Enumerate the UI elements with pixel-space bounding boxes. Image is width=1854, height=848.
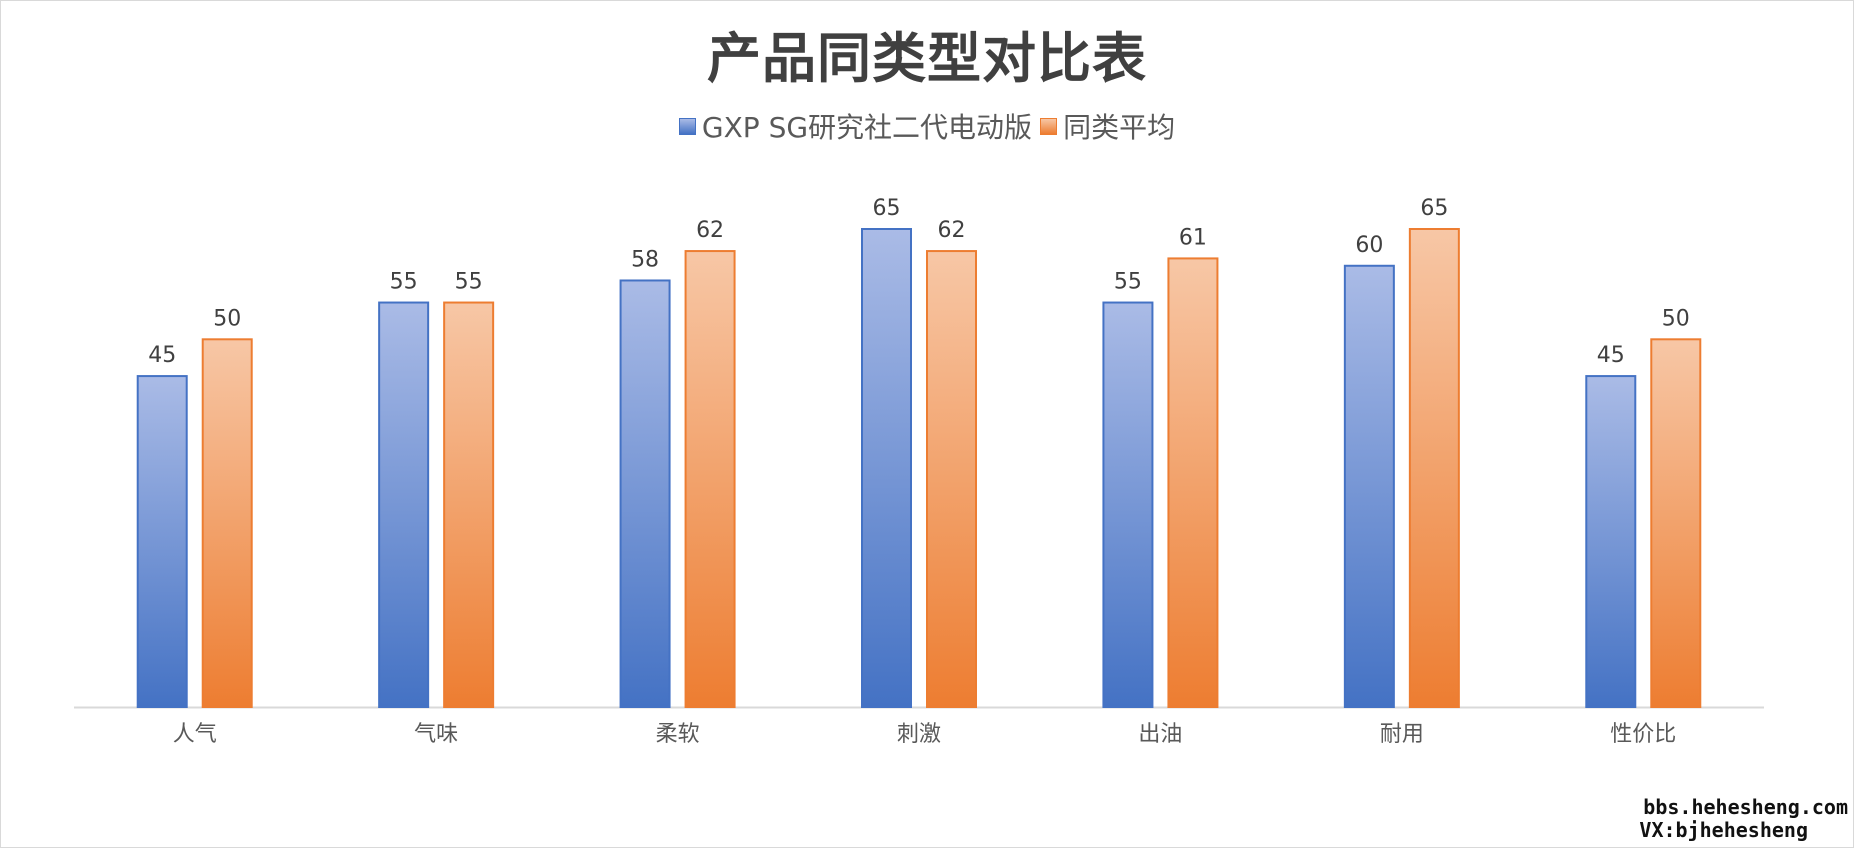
data-label-series-2-耐用: 65 bbox=[1420, 196, 1448, 221]
data-label-series-2-性价比: 50 bbox=[1662, 306, 1690, 331]
watermark-line-2: VX:bjhehesheng bbox=[1639, 818, 1808, 842]
bar-series-1-性价比 bbox=[1585, 375, 1637, 708]
data-label-series-2-出油: 61 bbox=[1179, 225, 1207, 250]
data-label-series-1-人气: 45 bbox=[148, 343, 176, 368]
x-tick-label-人气: 人气 bbox=[173, 722, 217, 747]
data-label-series-1-性价比: 45 bbox=[1597, 343, 1625, 368]
data-label-series-1-出油: 55 bbox=[1114, 270, 1142, 295]
bar-series-2-柔软 bbox=[684, 250, 736, 709]
bar-series-2-气味 bbox=[443, 301, 495, 708]
bar-series-2-耐用 bbox=[1408, 228, 1460, 708]
data-label-series-2-气味: 55 bbox=[455, 270, 483, 295]
bar-series-1-气味 bbox=[378, 301, 430, 708]
legend-swatch-series-2 bbox=[1040, 117, 1058, 135]
bar-series-1-刺激 bbox=[861, 228, 912, 708]
x-tick-label-性价比: 性价比 bbox=[1610, 722, 1676, 747]
bar-series-1-耐用 bbox=[1343, 264, 1395, 708]
data-label-series-1-耐用: 60 bbox=[1355, 233, 1383, 258]
data-label-series-1-气味: 55 bbox=[390, 270, 418, 295]
chart-title: 产品同类型对比表 bbox=[707, 27, 1147, 90]
data-label-series-1-刺激: 65 bbox=[873, 196, 901, 221]
data-label-series-1-柔软: 58 bbox=[631, 247, 659, 272]
legend-swatch-series-1 bbox=[678, 117, 696, 135]
bar-series-2-刺激 bbox=[926, 250, 977, 709]
data-label-series-2-人气: 50 bbox=[213, 306, 241, 331]
legend-label-series-2: 同类平均 bbox=[1063, 111, 1176, 144]
x-tick-label-出油: 出油 bbox=[1138, 722, 1182, 747]
chart-legend: GXP SG研究社二代电动版 同类平均 bbox=[0, 106, 1854, 146]
bar-series-1-柔软 bbox=[619, 279, 671, 708]
x-tick-label-气味: 气味 bbox=[414, 722, 458, 747]
legend-item-series-2: 同类平均 bbox=[1040, 106, 1175, 146]
bar-series-2-人气 bbox=[201, 338, 253, 708]
legend-item-series-1: GXP SG研究社二代电动版 bbox=[678, 106, 1033, 146]
x-tick-label-刺激: 刺激 bbox=[897, 722, 941, 747]
x-tick-label-耐用: 耐用 bbox=[1380, 722, 1424, 747]
bar-series-1-人气 bbox=[136, 375, 188, 708]
data-label-series-2-刺激: 62 bbox=[938, 218, 966, 243]
watermark-line-1: bbs.hehesheng.com bbox=[1643, 795, 1848, 819]
legend-label-series-1: GXP SG研究社二代电动版 bbox=[701, 111, 1033, 144]
bar-series-2-性价比 bbox=[1650, 338, 1702, 708]
bar-series-2-出油 bbox=[1167, 257, 1219, 708]
x-tick-label-柔软: 柔软 bbox=[656, 722, 700, 747]
data-label-series-2-柔软: 62 bbox=[696, 218, 724, 243]
bar-series-1-出油 bbox=[1102, 301, 1154, 708]
